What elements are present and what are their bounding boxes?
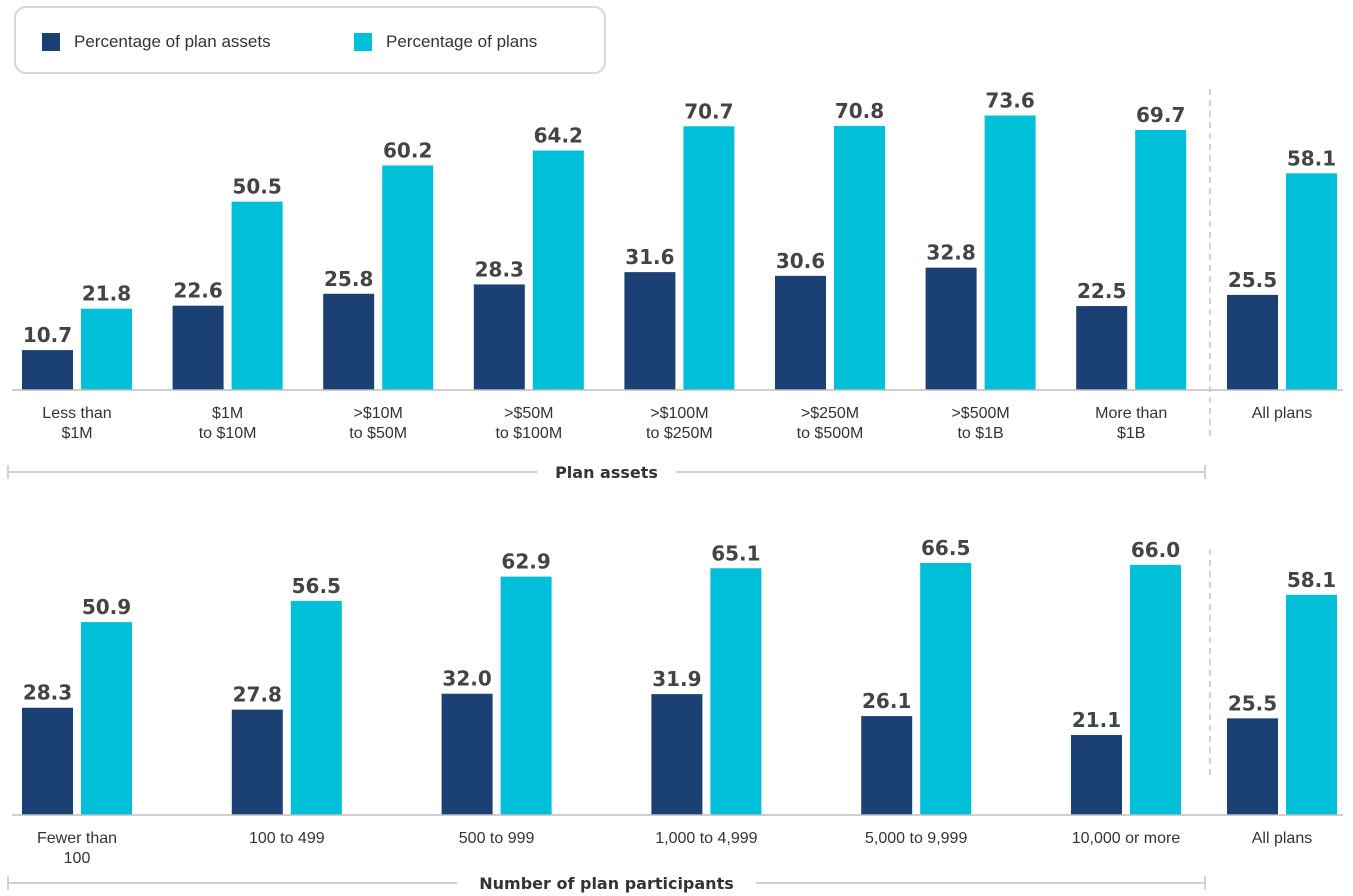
- data-label-2-s1-6: 21.1: [1072, 708, 1121, 732]
- category-label-1-4: >$50M to $100M: [495, 405, 562, 442]
- bar-1-s2-6: [834, 125, 885, 390]
- bar-1-s1-6: [775, 275, 826, 390]
- category-label-2-6: 10,000 or more: [1072, 830, 1181, 847]
- data-label-2-s1-2: 27.8: [233, 683, 282, 707]
- data-label-2-s1-5: 26.1: [862, 689, 911, 713]
- data-label-2-s1-4: 31.9: [652, 667, 701, 691]
- data-label-2-s2-6: 66.0: [1131, 538, 1180, 562]
- legend-label-plan-assets: Percentage of plan assets: [74, 32, 271, 51]
- legend-swatch-plan-assets: [42, 33, 60, 51]
- category-label-1-8: More than $1B: [1095, 405, 1167, 442]
- bar-1-s1-4: [473, 284, 525, 390]
- category-label-2-5: 5,000 to 9,999: [865, 830, 967, 847]
- bar-2-s1-2: [231, 709, 283, 815]
- category-label-1-7: >$500M to $1B: [951, 405, 1009, 442]
- bar-1-s2-1: [81, 308, 132, 390]
- data-label-1-s1-8: 22.5: [1077, 279, 1126, 303]
- category-label-2-3: 500 to 999: [459, 830, 535, 847]
- data-label-1-s1-9: 25.5: [1228, 268, 1277, 292]
- data-label-1-s2-2: 50.5: [232, 175, 281, 199]
- legend-label-plans: Percentage of plans: [386, 32, 538, 51]
- data-label-1-s1-6: 30.6: [776, 249, 825, 273]
- category-label-1-9: All plans: [1252, 405, 1312, 422]
- bar-2-s2-3: [500, 576, 552, 815]
- axis-title-1: Plan assets: [555, 463, 658, 482]
- bar-1-s2-3: [382, 165, 434, 390]
- bar-1-s2-5: [683, 126, 735, 390]
- data-label-1-s1-5: 31.6: [625, 245, 674, 269]
- category-label-2-7: All plans: [1252, 830, 1312, 847]
- bar-1-s2-7: [984, 115, 1036, 391]
- bar-1-s2-4: [532, 150, 584, 390]
- bar-2-s1-7: [1227, 718, 1278, 815]
- category-label-2-4: 1,000 to 4,999: [655, 830, 757, 847]
- bar-1-s1-8: [1076, 306, 1128, 390]
- data-label-1-s2-3: 60.2: [383, 138, 432, 162]
- bar-1-s1-9: [1227, 294, 1278, 390]
- data-label-1-s2-8: 69.7: [1136, 103, 1185, 127]
- category-label-1-2: $1M to $10M: [199, 405, 257, 442]
- data-label-1-s2-4: 64.2: [534, 124, 583, 148]
- category-label-2-1: Fewer than 100: [37, 830, 117, 867]
- data-label-1-s1-7: 32.8: [926, 241, 975, 265]
- data-label-2-s2-5: 66.5: [921, 536, 970, 560]
- data-label-1-s2-6: 70.8: [835, 99, 884, 123]
- bar-1-s1-2: [172, 305, 224, 390]
- bar-2-s2-4: [710, 568, 762, 815]
- bar-1-s1-7: [925, 267, 977, 390]
- data-label-1-s2-5: 70.7: [684, 99, 733, 123]
- category-label-2-2: 100 to 499: [249, 830, 325, 847]
- category-label-1-6: >$250M to $500M: [797, 405, 864, 442]
- bar-2-s2-6: [1130, 564, 1181, 815]
- data-label-1-s1-3: 25.8: [324, 267, 373, 291]
- category-label-1-1: Less than $1M: [42, 405, 111, 442]
- bar-2-s1-5: [861, 716, 913, 815]
- category-label-1-3: >$10M to $50M: [349, 405, 407, 442]
- bar-1-s1-1: [22, 350, 73, 390]
- data-label-2-s2-2: 56.5: [292, 574, 341, 598]
- category-label-1-5: >$100M to $250M: [646, 405, 713, 442]
- data-label-2-s1-1: 28.3: [23, 681, 72, 705]
- bar-1-s1-5: [624, 272, 676, 390]
- bar-2-s2-1: [81, 622, 132, 815]
- data-label-2-s1-7: 25.5: [1228, 691, 1277, 715]
- bar-1-s1-3: [323, 293, 375, 390]
- data-label-1-s2-9: 58.1: [1287, 146, 1336, 170]
- data-label-2-s2-7: 58.1: [1287, 568, 1336, 592]
- bar-2-s2-5: [920, 562, 972, 815]
- bar-2-s1-3: [441, 693, 493, 815]
- legend: Percentage of plan assets Percentage of …: [14, 6, 606, 74]
- legend-item-plans: Percentage of plans: [354, 8, 537, 76]
- data-label-1-s1-4: 28.3: [475, 257, 524, 281]
- data-label-1-s1-1: 10.7: [23, 323, 72, 347]
- data-label-1-s2-7: 73.6: [985, 88, 1034, 112]
- data-label-2-s2-1: 50.9: [82, 595, 131, 619]
- bar-1-s2-2: [231, 201, 283, 390]
- bar-2-s2-2: [290, 600, 342, 815]
- legend-swatch-plans: [354, 33, 372, 51]
- data-label-2-s2-3: 62.9: [501, 550, 550, 574]
- data-label-2-s1-3: 32.0: [442, 667, 491, 691]
- bar-2-s1-6: [1071, 735, 1122, 815]
- data-label-1-s2-1: 21.8: [82, 282, 131, 306]
- bar-1-s2-8: [1135, 130, 1187, 391]
- data-label-2-s2-4: 65.1: [711, 541, 760, 565]
- axis-title-2: Number of plan participants: [479, 874, 734, 893]
- legend-item-plan-assets: Percentage of plan assets: [42, 8, 271, 76]
- bar-1-s2-9: [1286, 173, 1337, 390]
- bar-2-s2-7: [1286, 594, 1337, 815]
- bar-2-s1-1: [22, 707, 73, 815]
- bar-2-s1-4: [651, 694, 703, 815]
- data-label-1-s1-2: 22.6: [173, 279, 222, 303]
